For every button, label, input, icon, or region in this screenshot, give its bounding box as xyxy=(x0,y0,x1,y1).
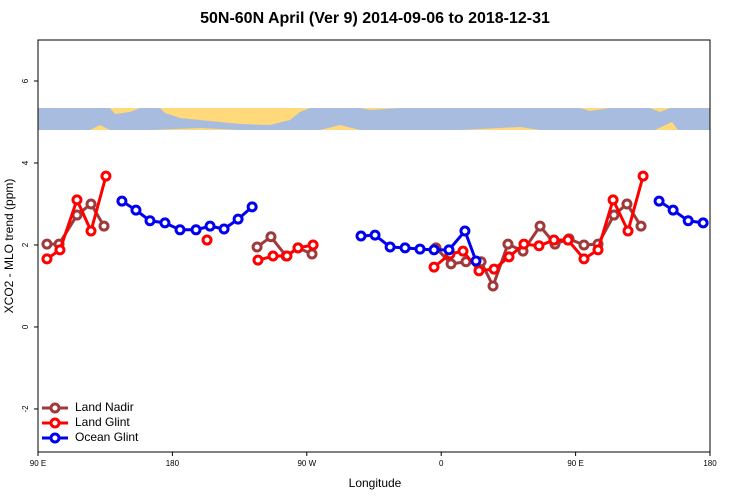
point xyxy=(252,254,264,266)
point xyxy=(41,238,53,250)
legend-label: Land Glint xyxy=(75,415,130,429)
point xyxy=(85,225,97,237)
point xyxy=(369,229,381,241)
x-tick-label: 90 E xyxy=(567,459,583,468)
point xyxy=(503,251,515,263)
point xyxy=(518,238,530,250)
y-tick-label: 2 xyxy=(21,242,30,247)
point xyxy=(548,234,560,246)
point xyxy=(697,217,709,229)
plot-frame xyxy=(37,39,711,453)
point xyxy=(116,195,128,207)
legend-marker xyxy=(49,417,61,429)
point xyxy=(653,195,665,207)
point xyxy=(144,215,156,227)
x-tick-label: 0 xyxy=(439,459,444,468)
point xyxy=(443,244,455,256)
legend-label: Ocean Glint xyxy=(75,430,139,444)
point xyxy=(487,280,499,292)
point xyxy=(473,265,485,277)
point xyxy=(578,239,590,251)
point xyxy=(667,204,679,216)
point xyxy=(218,223,230,235)
point xyxy=(265,231,277,243)
point xyxy=(281,250,293,262)
x-tick-label: 180 xyxy=(166,459,180,468)
point xyxy=(622,225,634,237)
point xyxy=(384,241,396,253)
point xyxy=(621,198,633,210)
point xyxy=(470,255,482,267)
point xyxy=(251,241,263,253)
x-tick-label: 180 xyxy=(703,459,717,468)
y-tick-label: 6 xyxy=(21,78,30,83)
point xyxy=(41,253,53,265)
y-tick-label: 0 xyxy=(21,324,30,329)
x-tick-label: 90 E xyxy=(30,459,46,468)
point xyxy=(635,220,647,232)
point xyxy=(190,224,202,236)
y-axis-label: XCO2 - MLO trend (ppm) xyxy=(2,179,16,314)
y-tick-label: 4 xyxy=(21,160,30,165)
point xyxy=(85,198,97,210)
point xyxy=(204,220,216,232)
legend-marker xyxy=(49,432,61,444)
point xyxy=(445,258,457,270)
point xyxy=(533,240,545,252)
point xyxy=(562,234,574,246)
legend-marker xyxy=(49,402,61,414)
point xyxy=(174,224,186,236)
point xyxy=(292,242,304,254)
point xyxy=(307,239,319,251)
y-tick-label: -2 xyxy=(21,405,30,413)
x-axis-label: Longitude xyxy=(349,476,402,490)
point xyxy=(428,244,440,256)
point xyxy=(159,217,171,229)
point xyxy=(130,204,142,216)
point xyxy=(578,253,590,265)
point xyxy=(71,194,83,206)
point xyxy=(607,194,619,206)
series-line xyxy=(46,175,645,273)
point xyxy=(459,225,471,237)
point xyxy=(428,261,440,273)
point xyxy=(267,250,279,262)
x-tick-label: 90 W xyxy=(297,459,316,468)
chart-title: 50N-60N April (Ver 9) 2014-09-06 to 2018… xyxy=(200,10,550,27)
point xyxy=(608,209,620,221)
point xyxy=(682,215,694,227)
point xyxy=(246,201,258,213)
point xyxy=(54,244,66,256)
point xyxy=(534,220,546,232)
point xyxy=(592,244,604,256)
point xyxy=(201,234,213,246)
point xyxy=(306,248,318,260)
point xyxy=(232,213,244,225)
map-ocean xyxy=(38,108,710,130)
point xyxy=(399,242,411,254)
point xyxy=(637,170,649,182)
point xyxy=(98,220,110,232)
point xyxy=(488,263,500,275)
map-strip xyxy=(38,108,710,130)
point xyxy=(502,238,514,250)
point xyxy=(414,243,426,255)
legend-label: Land Nadir xyxy=(75,400,134,414)
point xyxy=(100,170,112,182)
point xyxy=(355,230,367,242)
point xyxy=(457,245,469,257)
